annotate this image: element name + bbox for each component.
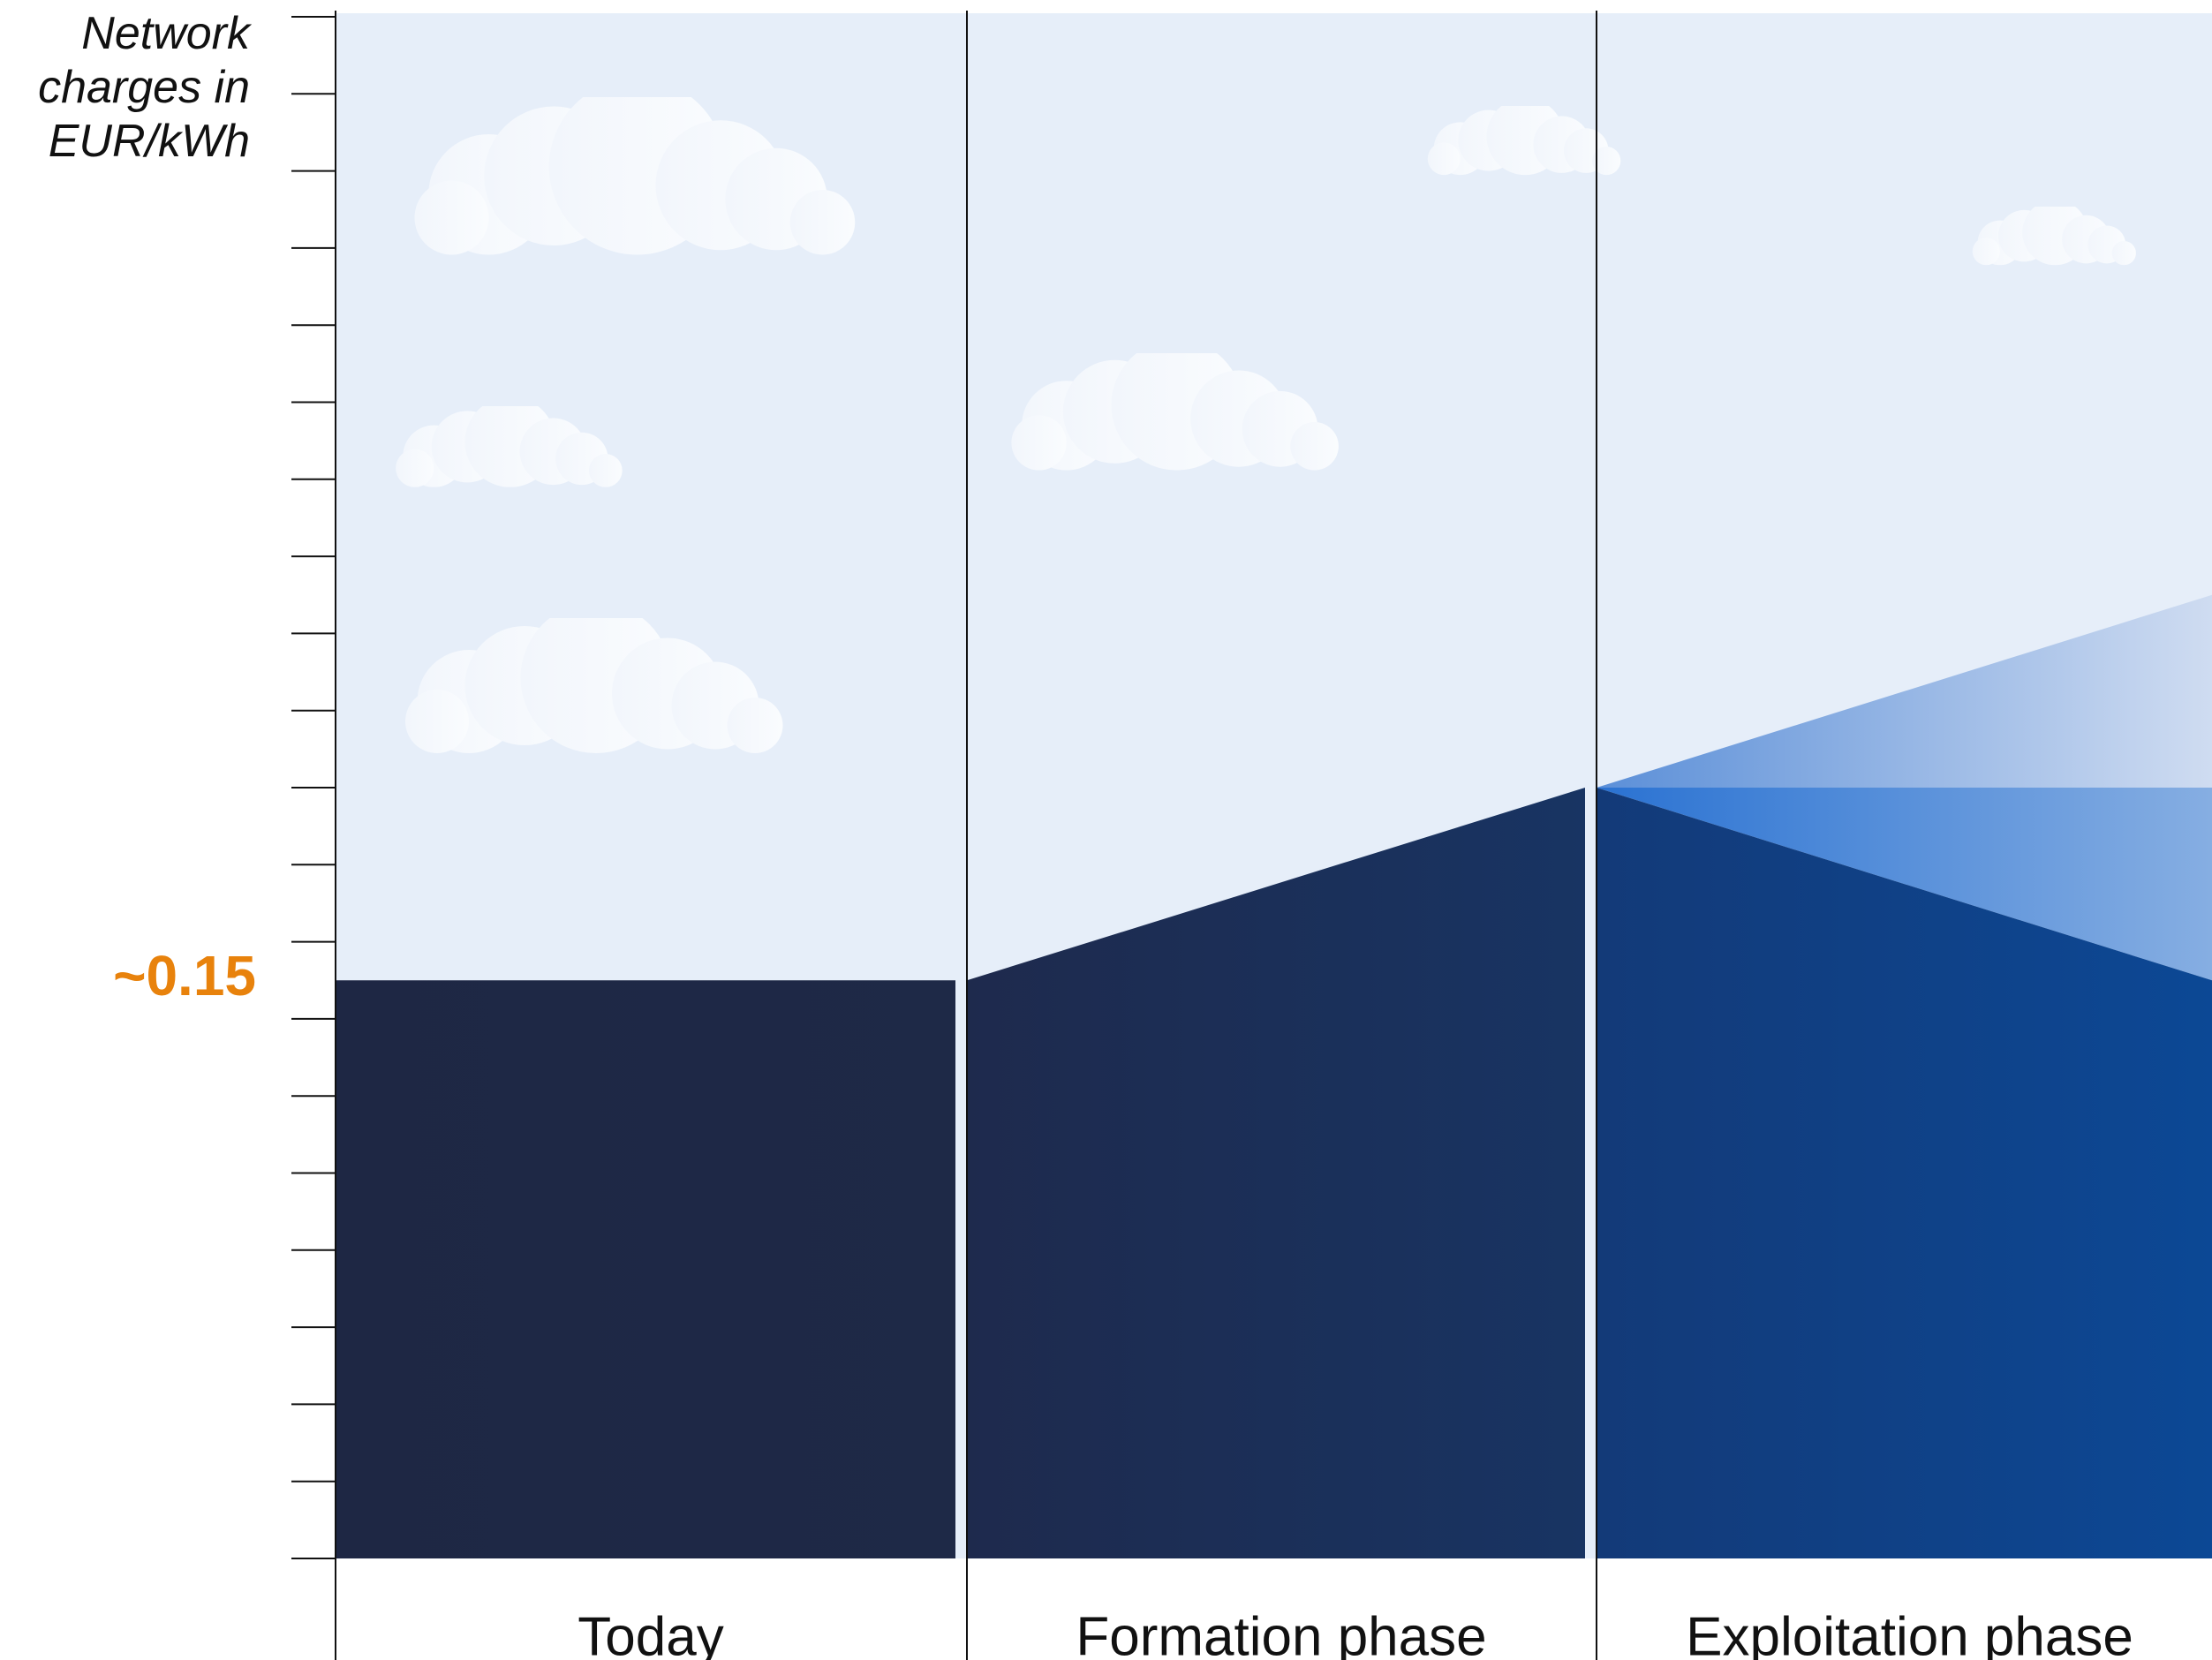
- area-high: [1597, 594, 2212, 788]
- annotation: ~0.15: [113, 944, 256, 1007]
- area-low: [1597, 788, 2212, 1558]
- x-tick-label: Formation phase: [1076, 1606, 1486, 1660]
- y-axis-label: Network charges in EUR/kWh: [38, 8, 250, 167]
- area: [336, 980, 955, 1558]
- x-tick-label: Exploitation phase: [1686, 1606, 2133, 1660]
- area: [967, 788, 1585, 1558]
- x-tick-label: Today: [578, 1606, 723, 1660]
